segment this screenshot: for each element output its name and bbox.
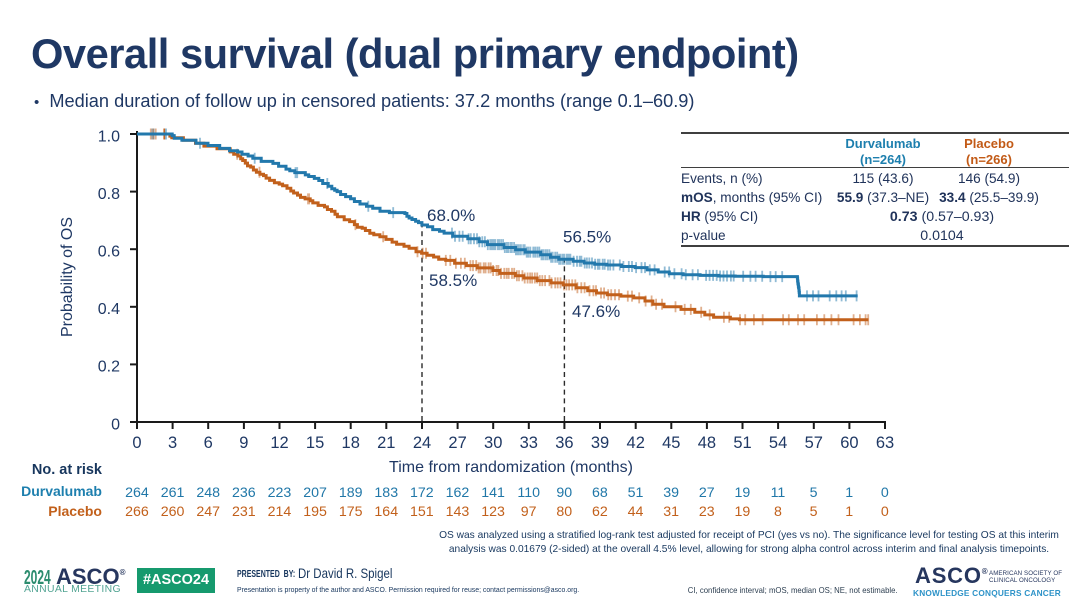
svg-text:48: 48: [698, 434, 716, 452]
svg-text:0.4: 0.4: [98, 301, 120, 318]
svg-text:45: 45: [662, 434, 680, 452]
svg-text:Probability of OS: Probability of OS: [59, 217, 76, 337]
svg-text:33: 33: [520, 434, 538, 452]
svg-text:18: 18: [342, 434, 360, 452]
svg-text:57: 57: [805, 434, 823, 452]
svg-text:27: 27: [448, 434, 466, 452]
svg-text:21: 21: [377, 434, 395, 452]
svg-text:68.0%: 68.0%: [427, 206, 475, 225]
svg-text:0: 0: [132, 434, 141, 452]
svg-text:56.5%: 56.5%: [563, 228, 611, 247]
svg-text:1.0: 1.0: [98, 128, 120, 145]
svg-text:30: 30: [484, 434, 502, 452]
svg-text:24: 24: [413, 434, 431, 452]
svg-text:9: 9: [239, 434, 248, 452]
svg-text:0: 0: [111, 416, 120, 433]
svg-text:12: 12: [270, 434, 288, 452]
svg-text:63: 63: [876, 434, 894, 452]
svg-text:0.8: 0.8: [98, 186, 120, 203]
svg-text:15: 15: [306, 434, 324, 452]
svg-text:54: 54: [769, 434, 787, 452]
svg-text:60: 60: [840, 434, 858, 452]
svg-text:58.5%: 58.5%: [429, 271, 477, 290]
svg-text:39: 39: [591, 434, 609, 452]
svg-text:42: 42: [627, 434, 645, 452]
svg-text:51: 51: [733, 434, 751, 452]
svg-text:36: 36: [555, 434, 573, 452]
svg-text:3: 3: [168, 434, 177, 452]
svg-text:6: 6: [204, 434, 213, 452]
svg-text:47.6%: 47.6%: [572, 302, 620, 321]
svg-text:Time from randomization (month: Time from randomization (months): [389, 459, 633, 476]
svg-text:0.6: 0.6: [98, 244, 120, 261]
svg-text:0.2: 0.2: [98, 359, 120, 376]
